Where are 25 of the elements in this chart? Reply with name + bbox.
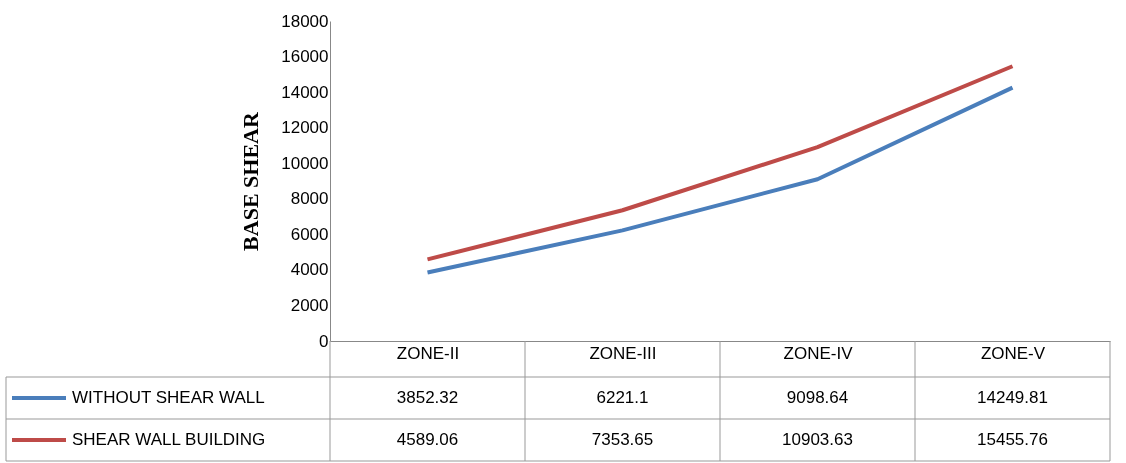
x-tick-label: ZONE-II bbox=[396, 343, 460, 363]
y-tick-label: 12000 bbox=[281, 118, 329, 138]
legend-label: SHEAR WALL BUILDING bbox=[72, 430, 266, 449]
legend-label: WITHOUT SHEAR WALL bbox=[72, 388, 265, 407]
y-tick-label: 2000 bbox=[290, 295, 329, 315]
y-tick-label: 6000 bbox=[290, 224, 329, 244]
y-tick-label: 0 bbox=[319, 331, 329, 351]
y-tick-label: 14000 bbox=[281, 82, 329, 102]
y-tick-label: 4000 bbox=[290, 260, 329, 280]
x-tick-label: ZONE-IV bbox=[783, 343, 854, 363]
x-tick-label: ZONE-III bbox=[589, 343, 657, 363]
data-label: 4589.06 bbox=[396, 430, 459, 449]
y-tick-label: 10000 bbox=[281, 153, 329, 173]
y-tick-label: 18000 bbox=[281, 11, 329, 31]
x-tick-label: ZONE-V bbox=[980, 343, 1046, 363]
data-label: 9098.64 bbox=[786, 388, 849, 407]
data-label: 14249.81 bbox=[977, 388, 1048, 407]
data-label: 6221.1 bbox=[596, 388, 649, 407]
data-label: 15455.76 bbox=[977, 430, 1048, 449]
y-tick-label: 8000 bbox=[290, 189, 329, 209]
y-axis-title: BASE SHEAR bbox=[238, 111, 264, 251]
data-label: 3852.32 bbox=[396, 388, 459, 407]
y-tick-label: 16000 bbox=[281, 47, 329, 67]
data-label: 10903.63 bbox=[782, 430, 853, 449]
data-label: 7353.65 bbox=[591, 430, 654, 449]
